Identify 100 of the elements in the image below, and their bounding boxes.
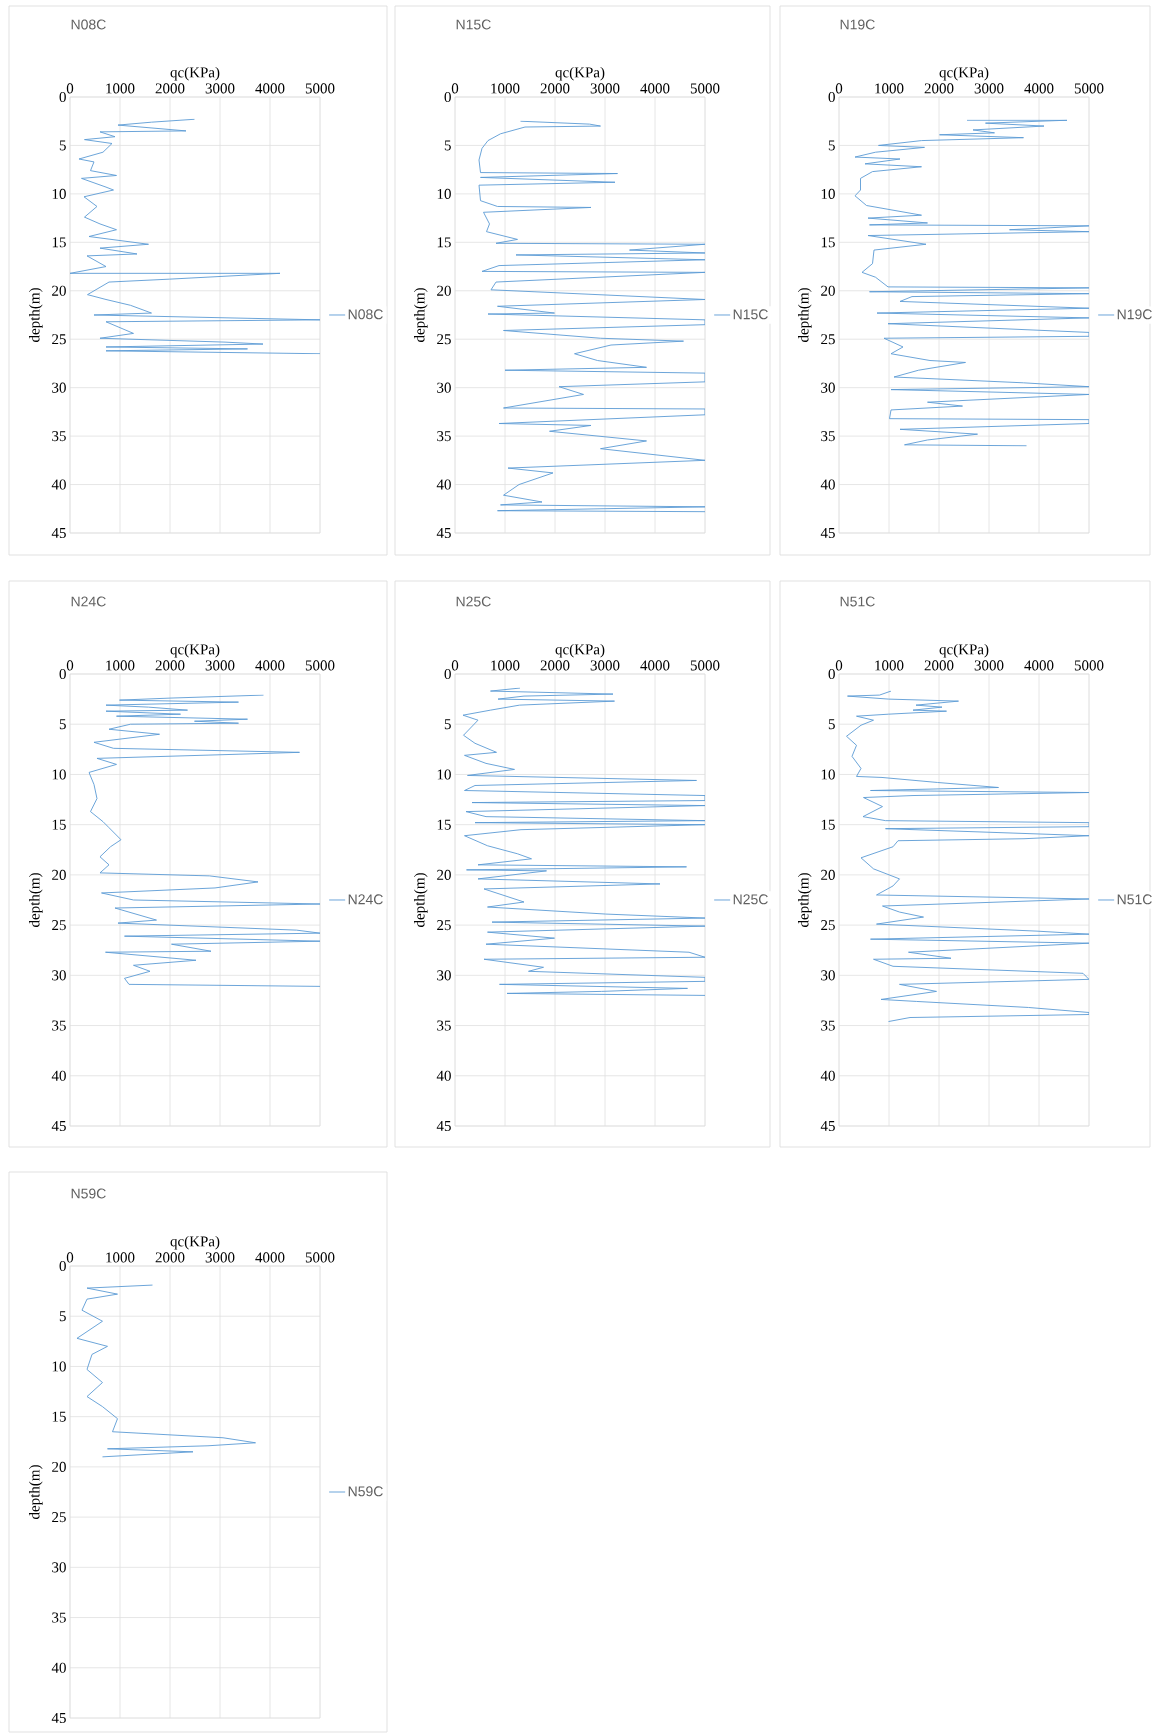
- y-tick-label: 40: [436, 479, 451, 490]
- y-tick-label: 25: [51, 920, 66, 931]
- legend-label: N19C: [1117, 309, 1152, 320]
- y-tick-label: 45: [436, 527, 451, 538]
- y-tick-label: 25: [436, 334, 451, 345]
- y-tick-label: 5: [444, 140, 451, 151]
- y-tick-label: 0: [59, 1260, 66, 1272]
- x-tick-label: 3000: [205, 83, 235, 94]
- x-tick-label: 3000: [205, 660, 235, 671]
- y-tick-label: 45: [51, 1120, 66, 1131]
- x-tick-label: 2000: [155, 83, 185, 94]
- y-tick-label: 35: [52, 1020, 66, 1031]
- y-tick-label: 25: [820, 920, 835, 931]
- x-tick-label: 2000: [155, 660, 185, 671]
- x-tick-label: 4000: [255, 83, 285, 94]
- y-tick-label: 15: [437, 237, 451, 248]
- y-tick-label: 0: [59, 91, 66, 103]
- y-tick-label: 30: [52, 970, 66, 981]
- x-axis-title: qc(KPa): [170, 643, 220, 658]
- y-tick-label: 45: [820, 527, 835, 538]
- y-axis-title: depth(m): [28, 1465, 43, 1519]
- x-axis-title: qc(KPa): [170, 66, 220, 81]
- y-tick-label: 30: [52, 382, 66, 393]
- y-tick-label: 0: [828, 668, 835, 680]
- x-tick-label: 1000: [875, 83, 904, 94]
- y-tick-label: 45: [51, 527, 66, 538]
- y-tick-label: 0: [444, 668, 451, 680]
- legend-label: N51C: [1117, 894, 1152, 905]
- x-tick-label: 2000: [924, 83, 954, 94]
- x-tick-label: 4000: [1024, 83, 1054, 94]
- y-tick-label: 20: [820, 869, 835, 880]
- x-tick-label: 0: [835, 660, 842, 671]
- y-tick-label: 5: [444, 719, 451, 730]
- y-axis-title: depth(m): [413, 873, 428, 927]
- x-tick-label: 5000: [690, 83, 720, 94]
- y-tick-label: 20: [436, 285, 451, 296]
- legend-label: N08C: [348, 309, 383, 320]
- y-tick-label: 15: [52, 1411, 66, 1422]
- y-tick-label: 20: [436, 869, 451, 880]
- x-tick-label: 3000: [974, 83, 1004, 94]
- y-tick-label: 10: [52, 1361, 66, 1372]
- y-tick-label: 0: [444, 91, 451, 103]
- y-tick-label: 5: [828, 140, 835, 151]
- x-tick-label: 1000: [106, 83, 135, 94]
- y-tick-label: 35: [437, 1020, 451, 1031]
- y-tick-label: 45: [436, 1120, 451, 1131]
- x-tick-label: 5000: [1074, 83, 1104, 94]
- x-tick-label: 2000: [924, 660, 954, 671]
- y-tick-label: 40: [820, 479, 835, 490]
- chart-title: N51C: [840, 596, 875, 607]
- y-tick-label: 10: [821, 769, 835, 780]
- y-tick-label: 40: [51, 479, 66, 490]
- x-tick-label: 5000: [305, 1252, 335, 1263]
- x-tick-label: 0: [66, 83, 73, 94]
- y-tick-label: 5: [59, 1311, 66, 1322]
- y-tick-label: 40: [820, 1070, 835, 1081]
- x-tick-label: 3000: [590, 660, 620, 671]
- y-tick-label: 20: [51, 285, 66, 296]
- x-tick-label: 4000: [640, 83, 670, 94]
- x-tick-label: 2000: [540, 660, 570, 671]
- y-tick-label: 25: [51, 1512, 66, 1523]
- y-tick-label: 15: [437, 819, 451, 830]
- y-tick-label: 10: [52, 769, 66, 780]
- x-tick-label: 3000: [205, 1252, 235, 1263]
- y-tick-label: 5: [59, 140, 66, 151]
- x-tick-label: 0: [835, 83, 842, 94]
- x-tick-label: 1000: [491, 660, 520, 671]
- y-tick-label: 25: [51, 334, 66, 345]
- y-tick-label: 45: [820, 1120, 835, 1131]
- x-axis-title: qc(KPa): [170, 1235, 220, 1250]
- y-tick-label: 10: [52, 188, 66, 199]
- y-tick-label: 0: [59, 668, 66, 680]
- x-tick-label: 4000: [1024, 660, 1054, 671]
- y-tick-label: 0: [828, 91, 835, 103]
- y-tick-label: 40: [51, 1662, 66, 1673]
- y-tick-label: 30: [437, 970, 451, 981]
- x-tick-label: 0: [66, 660, 73, 671]
- y-tick-label: 20: [51, 869, 66, 880]
- chart-title: N24C: [71, 596, 106, 607]
- y-tick-label: 5: [59, 719, 66, 730]
- x-tick-label: 5000: [305, 83, 335, 94]
- y-tick-label: 35: [52, 431, 66, 442]
- y-tick-label: 5: [828, 719, 835, 730]
- x-tick-label: 2000: [155, 1252, 185, 1263]
- x-tick-label: 0: [451, 83, 458, 94]
- y-axis-title: depth(m): [28, 873, 43, 927]
- y-axis-title: depth(m): [797, 873, 812, 927]
- chart-title: N15C: [456, 19, 491, 30]
- y-tick-label: 20: [51, 1461, 66, 1472]
- y-tick-label: 35: [821, 1020, 835, 1031]
- y-tick-label: 15: [821, 237, 835, 248]
- y-tick-label: 30: [821, 382, 835, 393]
- x-tick-label: 3000: [974, 660, 1004, 671]
- y-tick-label: 20: [820, 285, 835, 296]
- x-axis-title: qc(KPa): [939, 66, 989, 81]
- x-tick-label: 1000: [875, 660, 904, 671]
- x-axis-title: qc(KPa): [555, 643, 605, 658]
- x-axis-title: qc(KPa): [555, 66, 605, 81]
- y-tick-label: 10: [821, 188, 835, 199]
- x-tick-label: 0: [66, 1252, 73, 1263]
